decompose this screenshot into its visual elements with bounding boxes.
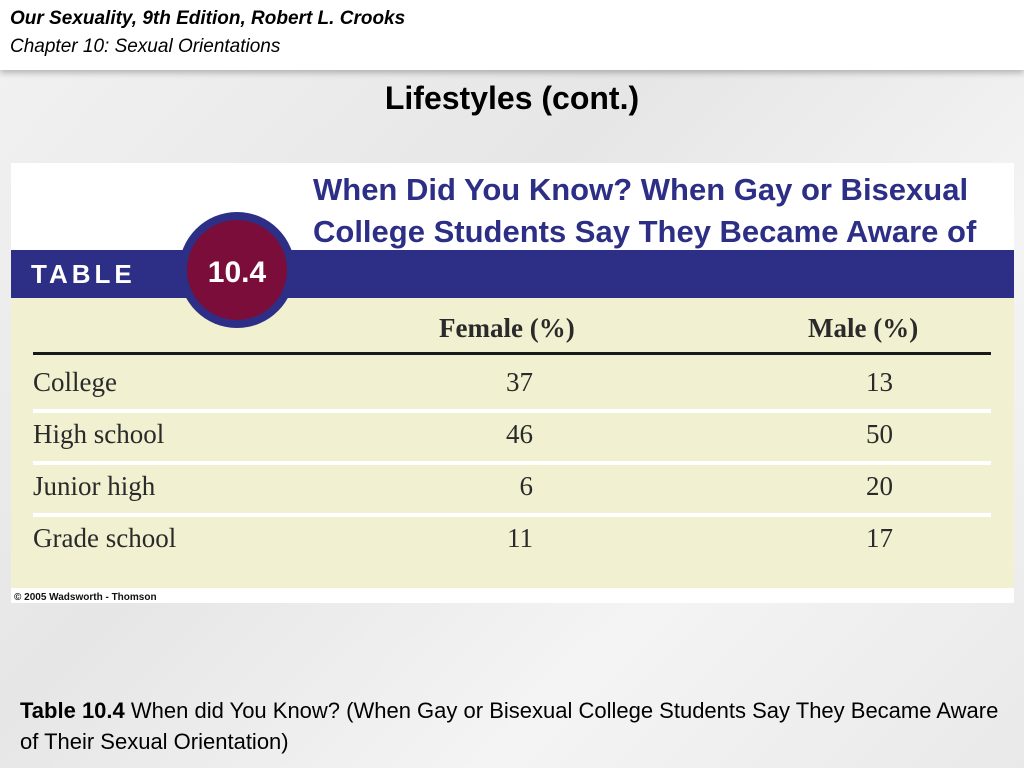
table-label-bar xyxy=(11,250,1014,298)
header-band: Our Sexuality, 9th Edition, Robert L. Cr… xyxy=(0,0,1024,70)
copyright-strip xyxy=(11,588,1014,603)
table-number-badge-inner xyxy=(187,220,287,320)
chapter-title: Chapter 10: Sexual Orientations xyxy=(10,36,281,57)
row-level: High school xyxy=(33,419,165,449)
male-value: 50 xyxy=(866,419,893,449)
table-row: Junior high 6 20 xyxy=(33,461,991,517)
table-row: Grade school 11 17 xyxy=(33,513,991,565)
row-level: College xyxy=(33,367,117,397)
caption-text: When did You Know? (When Gay or Bisexual… xyxy=(20,698,999,754)
male-value: 20 xyxy=(866,471,893,501)
table-figure: TABLE 10.4 When Did You Know? When Gay o… xyxy=(11,163,1014,603)
slide-caption: Table 10.4 When did You Know? (When Gay … xyxy=(20,695,1005,757)
male-value: 17 xyxy=(866,523,893,553)
slide-title: Lifestyles (cont.) xyxy=(384,80,640,116)
female-value: 6 xyxy=(519,471,534,501)
column-header-female: Female (%) xyxy=(439,313,575,343)
table-label: TABLE xyxy=(31,259,136,289)
table-heading: When Did You Know? When Gay or Bisexual … xyxy=(313,172,977,291)
row-level: Junior high xyxy=(33,471,156,501)
female-value: 37 xyxy=(506,367,533,397)
male-value: 13 xyxy=(866,367,893,397)
header-rule xyxy=(33,352,991,355)
table-row: High school 46 50 xyxy=(33,409,991,465)
book-title: Our Sexuality, 9th Edition, Robert L. Cr… xyxy=(10,8,406,29)
column-header-male: Male (%) xyxy=(808,313,919,343)
row-level: Grade school xyxy=(33,523,177,553)
table-number: 10.4 xyxy=(207,256,267,289)
table-row: College 37 13 xyxy=(33,357,991,413)
female-value: 46 xyxy=(506,419,533,449)
copyright-notice: © 2005 Wadsworth - Thomson xyxy=(14,592,157,603)
caption-table-ref: Table 10.4 xyxy=(20,698,125,723)
female-value: 11 xyxy=(507,523,533,553)
